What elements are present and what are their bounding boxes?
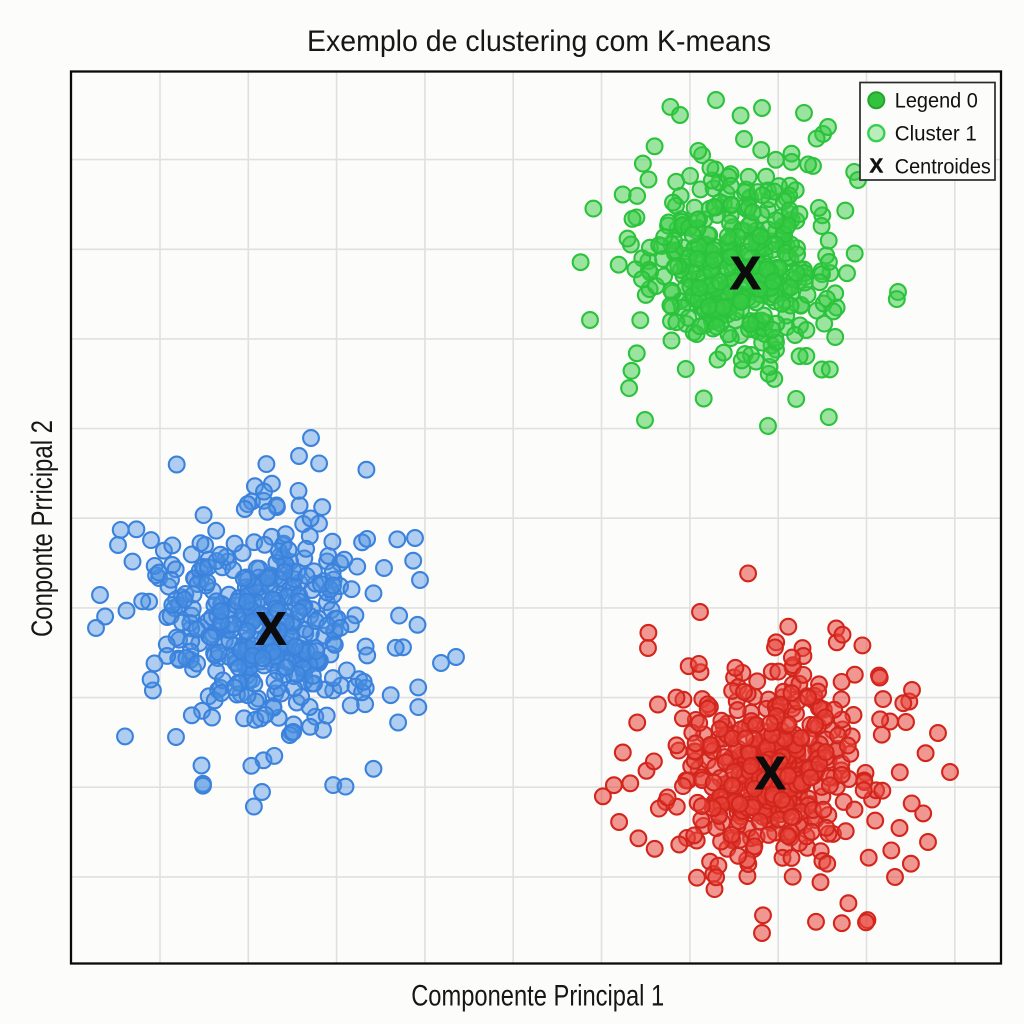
svg-text:Legend 0: Legend 0	[895, 90, 978, 113]
svg-text:Conponte Prricipal 2: Conponte Prricipal 2	[26, 420, 59, 637]
svg-text:X: X	[730, 247, 761, 299]
svg-text:Componente Principal 1: Componente Principal 1	[411, 980, 664, 1013]
svg-text:X: X	[869, 154, 883, 177]
svg-text:X: X	[755, 747, 786, 799]
svg-text:Exemplo de clustering com K-me: Exemplo de clustering com K-means	[307, 25, 771, 58]
svg-text:X: X	[256, 603, 287, 655]
svg-text:Cluster 1: Cluster 1	[895, 123, 977, 146]
svg-text:Centroides: Centroides	[895, 155, 991, 178]
